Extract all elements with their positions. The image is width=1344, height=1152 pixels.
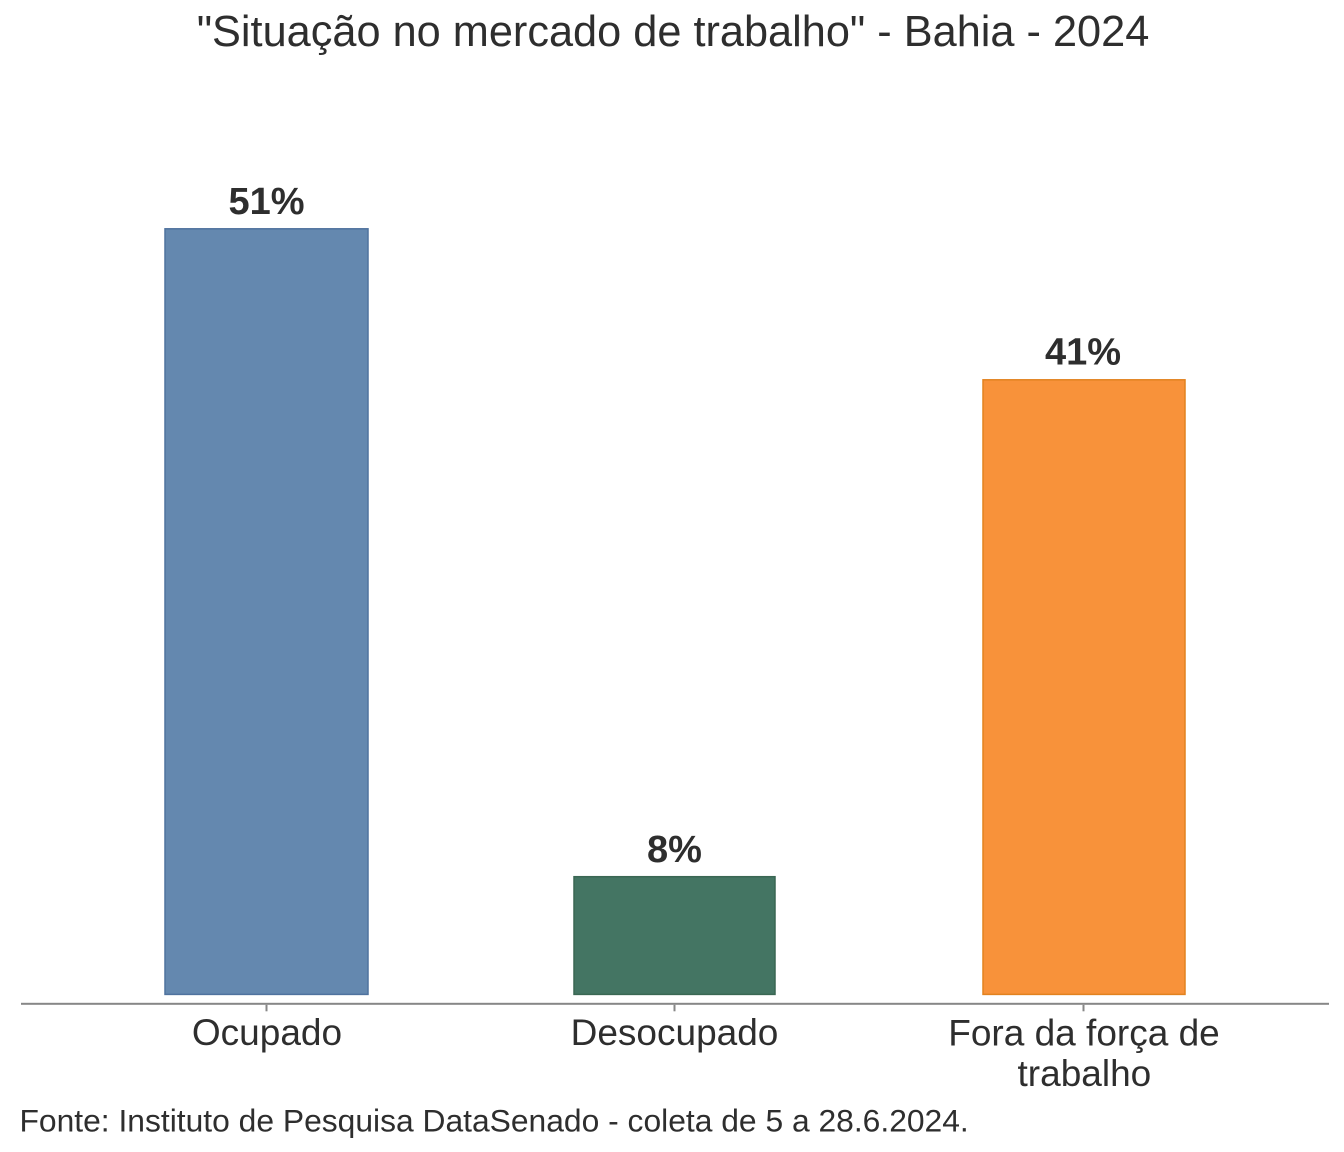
svg-text:Ocupado: Ocupado bbox=[192, 1012, 342, 1053]
svg-text:trabalho: trabalho bbox=[1018, 1053, 1152, 1094]
svg-text:51%: 51% bbox=[228, 181, 304, 223]
svg-text:Fora da força de: Fora da força de bbox=[948, 1013, 1219, 1054]
svg-text:Desocupado: Desocupado bbox=[571, 1012, 779, 1053]
svg-text:8%: 8% bbox=[647, 829, 702, 871]
svg-text:"Situação no mercado de trabal: "Situação no mercado de trabalho" - Bahi… bbox=[197, 8, 1150, 56]
svg-text:41%: 41% bbox=[1045, 332, 1121, 374]
svg-text:Fonte: Instituto de Pesquisa D: Fonte: Instituto de Pesquisa DataSenado … bbox=[20, 1103, 969, 1139]
